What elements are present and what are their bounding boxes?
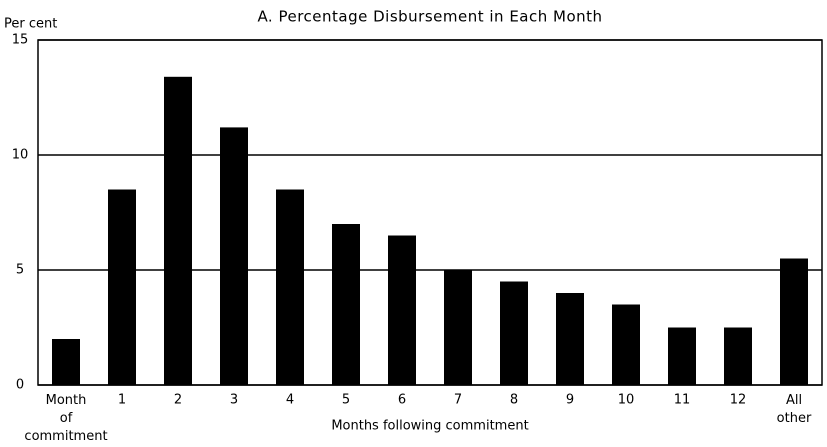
- bar: [668, 327, 696, 385]
- bar: [108, 189, 136, 385]
- x-tick-label: 1: [118, 393, 126, 408]
- y-axis-label: Per cent: [4, 17, 57, 32]
- bar: [780, 258, 808, 385]
- x-tick-label: 4: [286, 393, 294, 408]
- x-tick-label: Month of commitment: [24, 393, 107, 444]
- y-tick-label: 0: [16, 378, 24, 393]
- bar: [612, 304, 640, 385]
- y-tick-label: 5: [16, 263, 24, 278]
- chart-title: A. Percentage Disbursement in Each Month: [257, 8, 602, 26]
- x-tick-label: 9: [566, 393, 574, 408]
- x-tick-label: 11: [674, 393, 691, 408]
- bar: [724, 327, 752, 385]
- x-tick-label: 8: [510, 393, 518, 408]
- bar: [164, 76, 192, 386]
- bar: [52, 339, 80, 385]
- y-tick-label: 15: [12, 33, 29, 48]
- x-tick-label: 10: [618, 393, 635, 408]
- x-tick-label: 3: [230, 393, 238, 408]
- x-tick-label: 6: [398, 393, 406, 408]
- bar: [500, 281, 528, 385]
- x-tick-label: All other: [777, 393, 812, 426]
- x-tick-label: 5: [342, 393, 350, 408]
- bar: [444, 270, 472, 385]
- x-axis-label: Months following commitment: [331, 419, 528, 434]
- x-tick-label: 7: [454, 393, 462, 408]
- plot-frame: [37, 39, 823, 386]
- bar: [332, 224, 360, 385]
- y-tick-label: 10: [12, 148, 29, 163]
- bar: [220, 127, 248, 386]
- x-tick-label: 12: [730, 393, 747, 408]
- bar: [556, 293, 584, 385]
- bar: [276, 189, 304, 385]
- bar: [388, 235, 416, 385]
- x-tick-label: 2: [174, 393, 182, 408]
